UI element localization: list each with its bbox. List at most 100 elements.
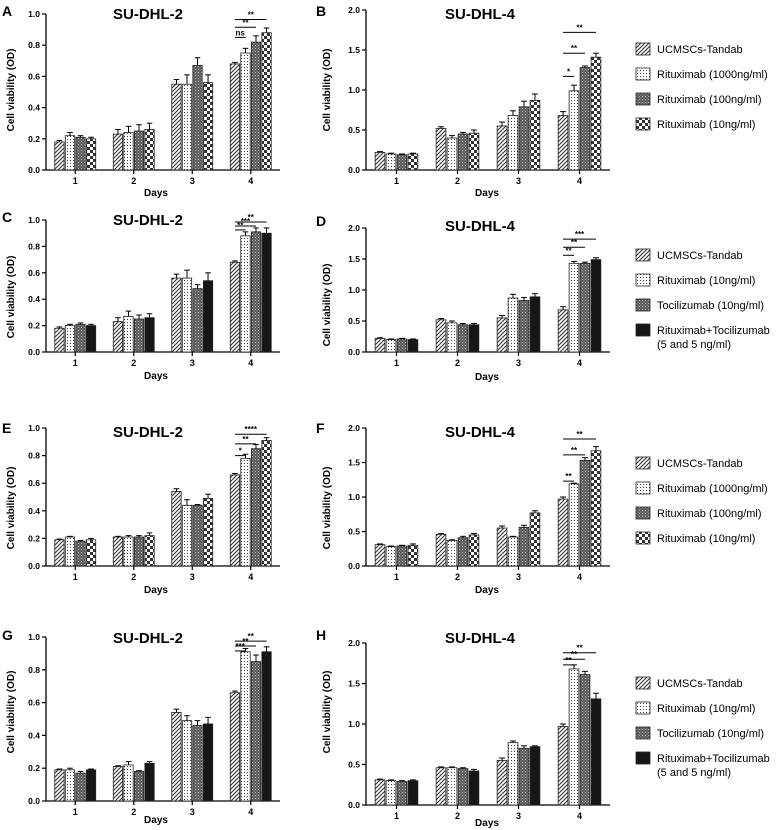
- bar: [468, 770, 480, 806]
- x-tick-label: 3: [190, 358, 195, 368]
- y-tick-label: 0.4: [28, 730, 40, 740]
- bar: [579, 674, 591, 806]
- x-tick-label: 2: [455, 811, 460, 821]
- bar: [457, 537, 469, 567]
- y-tick-label: 0.4: [28, 294, 40, 304]
- significance-label: **: [237, 221, 244, 230]
- y-tick-label: 0.5: [348, 527, 360, 537]
- bar: [123, 315, 134, 353]
- bar: [590, 698, 602, 806]
- x-tick-label: 4: [248, 176, 253, 186]
- legend-label: Rituximab+Tocilizumab: [657, 325, 770, 337]
- legend-4: UCMSCs-Tandab Rituximab (10ng/ml) Tocilizu…: [635, 676, 770, 779]
- y-tick-label: 0.2: [28, 533, 40, 543]
- y-tick-label: 0.6: [28, 478, 40, 488]
- x-tick-label: 3: [516, 572, 521, 582]
- significance-label: **: [248, 632, 255, 641]
- bar: [568, 483, 580, 567]
- bar: [468, 132, 480, 171]
- bar: [568, 668, 580, 806]
- bar: [240, 235, 251, 353]
- significance-label: **: [576, 23, 583, 32]
- bar: [261, 232, 272, 353]
- bar: [192, 65, 203, 171]
- bar: [374, 779, 386, 806]
- bar: [54, 769, 65, 802]
- bar: [85, 138, 97, 171]
- bar: [181, 720, 193, 802]
- bar: [85, 539, 97, 567]
- bar: [229, 474, 241, 567]
- bar: [435, 319, 447, 353]
- y-tick-label: 1.5: [348, 679, 360, 689]
- bar: [407, 544, 419, 567]
- y-tick-label: 1.0: [348, 719, 360, 729]
- bar: [112, 766, 124, 802]
- bar: [374, 151, 386, 171]
- x-tick-label: 1: [73, 572, 78, 582]
- bar: [407, 153, 419, 171]
- bar: [457, 133, 469, 171]
- bar: [557, 309, 569, 353]
- chart-title: SU-DHL-2: [113, 424, 183, 441]
- bar: [112, 133, 124, 171]
- bar: [590, 259, 602, 353]
- bar: [250, 661, 262, 802]
- plot-area: 0.00.20.40.60.81.01 2 3 4*******: [28, 632, 280, 817]
- bar: [112, 536, 124, 567]
- x-tick-label: 4: [577, 811, 582, 821]
- significance-label: **: [571, 238, 578, 247]
- legend-label: Tocilizumab (10ng/ml): [657, 300, 764, 312]
- bar: [507, 297, 519, 353]
- bar: [374, 544, 386, 567]
- panel-letter: B: [316, 3, 326, 19]
- bar: [54, 141, 65, 171]
- x-axis-label: Days: [144, 585, 168, 596]
- bar: [557, 498, 569, 567]
- bar: [54, 539, 65, 567]
- x-tick-label: 1: [394, 358, 399, 368]
- y-tick-label: 0.8: [28, 665, 40, 675]
- significance-label: **: [565, 246, 572, 255]
- bar: [468, 324, 480, 353]
- x-tick-label: 3: [516, 176, 521, 186]
- x-tick-label: 1: [394, 176, 399, 186]
- bar: [518, 526, 530, 567]
- bar: [446, 767, 458, 806]
- bar: [171, 712, 182, 802]
- chart-title: SU-DHL-2: [113, 630, 183, 647]
- x-axis-label: Days: [144, 371, 168, 382]
- bar: [192, 504, 203, 567]
- bar: [133, 771, 145, 802]
- bar: [557, 115, 569, 171]
- bar: [75, 136, 86, 171]
- y-axis-label: Cell viability (OD): [6, 467, 17, 550]
- bar: [396, 781, 408, 806]
- bar: [518, 106, 530, 171]
- bar: [123, 132, 134, 171]
- y-tick-label: 0.0: [348, 165, 360, 175]
- panel-h: H SU-DHL-4 Cell viability (OD) Days 0.0 0…: [316, 627, 610, 829]
- significance-label: *: [567, 67, 571, 76]
- bar: [457, 768, 469, 806]
- legend-2: UCMSCs-Tandab Rituximab (10ng/ml) Tocilizu…: [635, 248, 770, 351]
- bar: [590, 56, 602, 171]
- y-tick-label: 1.5: [348, 254, 360, 264]
- x-tick-label: 2: [455, 572, 460, 582]
- legend-3: UCMSCs-Tandab Rituximab (1000ng/ml) Rituxi…: [635, 456, 768, 545]
- plot-area: 0.00.20.40.60.81.01 2 3 4*******: [28, 213, 280, 368]
- y-tick-label: 0.6: [28, 268, 40, 278]
- legend-label: UCMSCs-Tandab: [657, 250, 743, 262]
- bar: [64, 769, 76, 802]
- legend-swatch: [635, 531, 651, 545]
- legend-label: Rituximab (10ng/ml): [657, 703, 755, 715]
- legend-swatch: [635, 751, 651, 765]
- x-tick-label: 1: [73, 358, 78, 368]
- y-tick-label: 0.0: [28, 561, 40, 571]
- x-axis-label: Days: [475, 188, 499, 199]
- legend-label: (5 and 5 ng/ml): [657, 767, 731, 779]
- significance-label: **: [576, 644, 583, 653]
- bar: [181, 277, 193, 353]
- bar: [181, 504, 193, 567]
- legend-swatch: [635, 298, 651, 312]
